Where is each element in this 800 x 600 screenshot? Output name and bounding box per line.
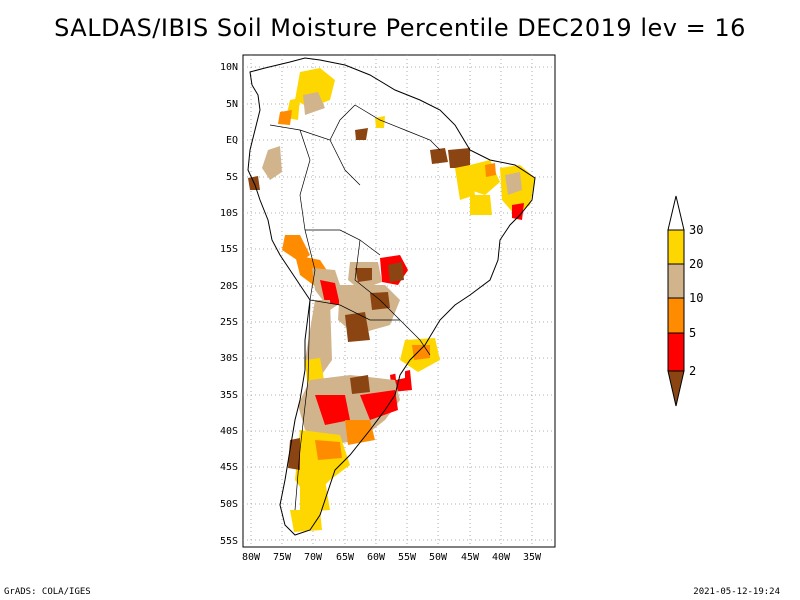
lon-label: 55W xyxy=(398,552,417,563)
lat-label: 50S xyxy=(220,499,238,510)
lat-label: 55S xyxy=(220,536,238,547)
lon-label: 45W xyxy=(461,552,480,563)
colorbar-top-triangle xyxy=(667,195,685,231)
lon-label: 80W xyxy=(242,552,261,563)
lon-label: 60W xyxy=(367,552,386,563)
lon-label: 35W xyxy=(523,552,542,563)
lat-label: 10N xyxy=(220,62,238,73)
longitude-labels: 80W 75W 70W 65W 60W 55W 50W 45W 40W 35W xyxy=(242,552,542,563)
colorbar-band-2-5 xyxy=(667,332,685,372)
lat-label: 5S xyxy=(226,172,238,183)
lat-label: 20S xyxy=(220,281,238,292)
lon-label: 75W xyxy=(273,552,292,563)
colorbar-band-20-30 xyxy=(667,229,685,265)
lon-label: 65W xyxy=(336,552,355,563)
lat-label: 35S xyxy=(220,390,238,401)
lat-label: 5N xyxy=(226,99,238,110)
lat-label: 25S xyxy=(220,317,238,328)
color-bar-legend: 30 20 10 5 2 xyxy=(667,195,703,407)
footer-credit: GrADS: COLA/IGES xyxy=(4,587,91,597)
lon-label: 50W xyxy=(429,552,448,563)
lat-label: 15S xyxy=(220,244,238,255)
lat-label: 40S xyxy=(220,426,238,437)
country-borders xyxy=(269,104,441,511)
lon-label: 70W xyxy=(304,552,323,563)
footer-timestamp: 2021-05-12-19:24 xyxy=(693,587,780,597)
coastline xyxy=(247,57,536,536)
map-title: SALDAS/IBIS Soil Moisture Percentile DEC… xyxy=(54,14,746,42)
colorbar-label: 2 xyxy=(689,364,696,378)
colorbar-band-10-20 xyxy=(667,263,685,299)
lat-label: EQ xyxy=(226,135,238,146)
colorbar-label: 5 xyxy=(689,326,696,340)
soil-moisture-shading xyxy=(248,68,535,532)
latitude-labels: 10N 5N EQ 5S 10S 15S 20S 25S 30S 35S 40S… xyxy=(220,62,238,547)
colorbar-band-5-10 xyxy=(667,297,685,334)
colorbar-label: 20 xyxy=(689,257,703,271)
lat-label: 45S xyxy=(220,462,238,473)
colorbar-label: 10 xyxy=(689,291,703,305)
colorbar-bottom-triangle xyxy=(667,370,685,407)
lat-label: 10S xyxy=(220,208,238,219)
lon-label: 40W xyxy=(492,552,511,563)
lat-label: 30S xyxy=(220,353,238,364)
colorbar-label: 30 xyxy=(689,223,703,237)
